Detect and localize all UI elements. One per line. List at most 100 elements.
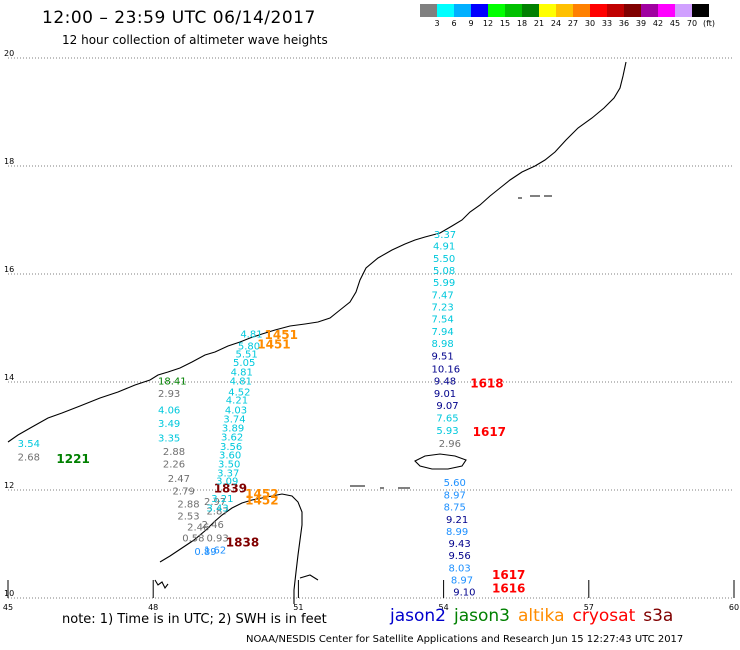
pass-time-label: 1451 xyxy=(265,328,298,342)
legend-label: 33 xyxy=(601,19,613,28)
swh-value-label: 3.60 xyxy=(219,451,241,462)
swh-value-label: 9.56 xyxy=(448,551,470,562)
pass-time-label: 1618 xyxy=(470,376,503,390)
legend-swatch xyxy=(505,4,522,17)
swh-value-label: 3.35 xyxy=(158,433,180,444)
swh-value-label: 3.54 xyxy=(18,439,40,450)
swh-value-label: 10.16 xyxy=(432,364,461,375)
swh-value-label: 5.51 xyxy=(235,350,257,361)
swh-value-label: 9.51 xyxy=(432,351,454,362)
y-tick-label: 12 xyxy=(4,481,14,490)
pass-time-label: 1452 xyxy=(245,494,278,508)
swh-value-label: 2.97 xyxy=(204,497,226,508)
legend-label: 36 xyxy=(618,19,630,28)
satellite-label-jason3: jason3 xyxy=(454,606,510,626)
color-scale-swatches xyxy=(420,4,709,17)
swh-value-label: 4.81 xyxy=(230,377,252,388)
swh-value-label: 9.01 xyxy=(434,389,456,400)
swh-value-label: 7.94 xyxy=(432,327,454,338)
satellite-label-cryosat: cryosat xyxy=(572,606,636,626)
swh-value-label: 3.56 xyxy=(220,442,242,453)
swh-value-label: 5.05 xyxy=(233,358,255,369)
swh-value-label: 2.87 xyxy=(206,506,228,517)
satellite-label-s3a: s3a xyxy=(643,606,674,626)
legend-label: 45 xyxy=(669,19,681,28)
swh-value-label: 3.43 xyxy=(206,504,228,515)
swh-value-label: 9.10 xyxy=(453,587,475,598)
swh-value-label: 3.74 xyxy=(223,415,245,426)
coastline-arabia xyxy=(7,61,627,443)
y-tick-label: 10 xyxy=(4,589,14,598)
swh-value-label: 5.99 xyxy=(433,278,455,289)
swh-value-label: 2.68 xyxy=(18,452,40,463)
swh-value-label: 2.79 xyxy=(173,486,195,497)
legend-label: 24 xyxy=(550,19,562,28)
swh-value-label: 3.21 xyxy=(211,494,233,505)
legend-swatch xyxy=(692,4,709,17)
swh-value-label: 2.46 xyxy=(187,523,209,534)
footer-credit: NOAA/NESDIS Center for Satellite Applica… xyxy=(246,634,684,645)
pass-time-label: 1221 xyxy=(56,452,89,466)
swh-value-label: 3.09 xyxy=(216,477,238,488)
coastline-layer xyxy=(7,61,627,604)
legend-label: 12 xyxy=(482,19,494,28)
chart-title: 12:00 – 23:59 UTC 06/14/2017 xyxy=(42,8,316,28)
legend-swatch xyxy=(658,4,675,17)
x-tick-label: 60 xyxy=(729,603,739,612)
legend-label: 15 xyxy=(499,19,511,28)
swh-value-label: 4.21 xyxy=(226,396,248,407)
legend-label: 21 xyxy=(533,19,545,28)
legend-label: 27 xyxy=(567,19,579,28)
legend-swatch xyxy=(590,4,607,17)
swh-value-label: 3.50 xyxy=(218,459,240,470)
coast-detail-somali-tip xyxy=(154,579,169,590)
legend-label: 39 xyxy=(635,19,647,28)
swh-value-label: 0.93 xyxy=(206,533,228,544)
swh-value-label: 8.97 xyxy=(444,491,466,502)
swh-value-label: 3.49 xyxy=(158,419,180,430)
swh-value-label: 2.53 xyxy=(177,512,199,523)
swh-value-label: 5.50 xyxy=(433,254,455,265)
pass-time-label: 1451 xyxy=(257,338,290,352)
satellite-label-altika: altika xyxy=(518,606,565,626)
swh-value-label: 4.81 xyxy=(240,330,262,341)
y-tick-label: 18 xyxy=(4,157,14,166)
swh-value-label: 1.62 xyxy=(204,546,226,557)
swh-value-label: 3.89 xyxy=(222,424,244,435)
island-cluster-south xyxy=(350,485,410,489)
legend-label: 3 xyxy=(434,19,440,28)
swh-value-label: 4.91 xyxy=(433,242,455,253)
legend-swatch xyxy=(641,4,658,17)
swh-value-label: 2.88 xyxy=(177,499,199,510)
legend-label: 9 xyxy=(468,19,474,28)
swh-value-label: 5.93 xyxy=(436,426,458,437)
legend-swatch xyxy=(556,4,573,17)
chart-subtitle: 12 hour collection of altimeter wave hei… xyxy=(62,33,328,47)
swh-value-label: 2.26 xyxy=(163,459,185,470)
swh-value-label: 3.62 xyxy=(221,432,243,443)
legend-label: 30 xyxy=(584,19,596,28)
coastline-socotra xyxy=(414,453,467,470)
swh-value-label: 3.37 xyxy=(434,230,456,241)
swh-value-label: 2.93 xyxy=(158,389,180,400)
swh-value-label: 8.97 xyxy=(451,575,473,586)
x-tick-label: 48 xyxy=(148,603,158,612)
swh-value-label: 0.89 xyxy=(194,547,216,558)
swh-value-label: 2.96 xyxy=(439,439,461,450)
swh-value-label: 4.03 xyxy=(225,405,247,416)
swh-value-label: 8.99 xyxy=(446,527,468,538)
legend-swatch xyxy=(675,4,692,17)
color-scale-legend: 3 6 9 12 15 18 21 24 27 30 33 36 39 42 45 70 (ft) xyxy=(420,4,715,31)
pass-time-label: 1617 xyxy=(473,425,506,439)
legend-swatch xyxy=(624,4,641,17)
swh-value-label: 2.88 xyxy=(163,447,185,458)
island-cluster-east xyxy=(518,195,552,199)
swh-value-label: 7.23 xyxy=(432,303,454,314)
pass-time-label: 1617 xyxy=(492,568,525,582)
y-tick-label: 20 xyxy=(4,49,14,58)
swh-value-label: 5.60 xyxy=(444,478,466,489)
swh-value-label: 5.80 xyxy=(238,342,260,353)
pass-time-label: 1616 xyxy=(492,582,525,596)
pass-time-label: 1838 xyxy=(226,536,259,550)
